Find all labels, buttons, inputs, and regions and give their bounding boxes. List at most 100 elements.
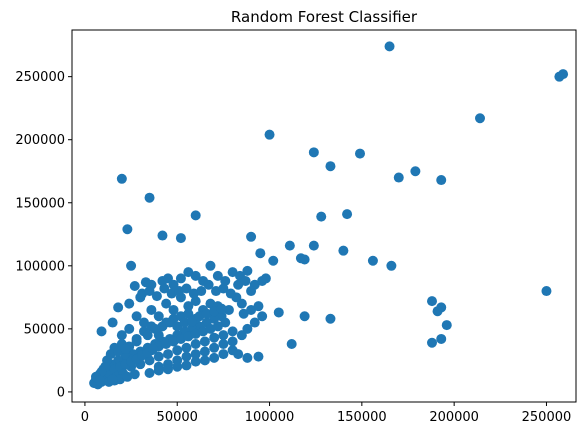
scatter-point [367, 255, 378, 266]
y-tick-label: 250000 [15, 70, 65, 85]
scatter-point [242, 265, 253, 276]
x-tick-label: 0 [81, 410, 89, 425]
scatter-point [249, 317, 260, 328]
scatter-point [220, 275, 231, 286]
scatter-point [212, 270, 223, 281]
scatter-point [246, 231, 257, 242]
scatter-point [299, 254, 310, 265]
scatter-point [161, 298, 172, 309]
scatter-point [218, 330, 229, 341]
scatter-point [157, 230, 168, 241]
scatter-point [216, 303, 227, 314]
scatter-point [196, 286, 207, 297]
scatter-point [273, 307, 284, 318]
scatter-point [432, 306, 443, 317]
scatter-point [227, 345, 238, 356]
plot-area-frame [71, 29, 577, 403]
scatter-point [218, 349, 229, 360]
y-axis: 0 50000 100000 150000 200000 250000 [15, 70, 72, 400]
scatter-point [209, 332, 220, 343]
scatter-point [299, 311, 310, 322]
scatter-point [157, 321, 168, 332]
scatter-point [179, 317, 190, 328]
scatter-point [153, 351, 164, 362]
scatter-point [410, 166, 421, 177]
scatter-point [159, 283, 170, 294]
scatter-point [126, 260, 137, 271]
scatter-point [190, 296, 201, 307]
x-tick-label: 50000 [157, 410, 198, 425]
scatter-point [120, 344, 131, 355]
scatter-point [107, 317, 118, 328]
scatter-point [190, 210, 201, 221]
scatter-point [541, 286, 552, 297]
scatter-point [338, 245, 349, 256]
scatter-point [268, 255, 279, 266]
scatter-point [264, 129, 275, 140]
scatter-point [144, 286, 155, 297]
scatter-point [163, 349, 173, 360]
scatter-point [107, 374, 118, 385]
scatter-point [181, 342, 192, 353]
scatter-point [316, 211, 327, 222]
scatter-point [113, 302, 124, 313]
scatter-point [325, 313, 336, 324]
scatter-point [220, 317, 231, 328]
scatter-point [116, 330, 127, 341]
scatter-point [172, 321, 183, 332]
scatter-point [172, 361, 183, 372]
scatter-point [153, 311, 164, 322]
scatter-point [246, 304, 257, 315]
x-axis: 0 50000 100000 150000 200000 250000 [81, 402, 571, 425]
scatter-point [475, 113, 485, 124]
scatter-point [342, 209, 353, 220]
scatter-point [183, 301, 194, 312]
scatter-point [218, 283, 229, 294]
scatter-point [94, 375, 105, 386]
scatter-point [153, 365, 164, 376]
scatter-point [242, 352, 253, 363]
y-tick-label: 0 [57, 385, 65, 400]
scatter-point [236, 298, 247, 309]
scatter-point [144, 368, 155, 378]
scatter-point [427, 337, 437, 348]
scatter-point [129, 280, 140, 291]
scatter-point [246, 286, 257, 297]
y-tick-label: 200000 [15, 133, 65, 148]
scatter-point [205, 260, 216, 271]
scatter-point [172, 345, 183, 356]
scatter-point [260, 273, 271, 284]
scatter-point [240, 275, 251, 286]
scatter-point [325, 161, 336, 172]
scatter-point [436, 175, 447, 186]
scatter-point [190, 349, 201, 360]
y-tick-label: 100000 [15, 259, 65, 274]
scatter-point [131, 336, 142, 347]
scatter-point [129, 369, 140, 380]
x-tick-label: 100000 [245, 410, 295, 425]
scatter-point [146, 304, 157, 315]
scatter-point [168, 304, 179, 315]
scatter-point [393, 172, 404, 183]
scatter-point [209, 342, 220, 353]
chart-title: Random Forest Classifier [231, 8, 418, 26]
scatter-point [122, 224, 133, 235]
scatter-point [427, 296, 437, 307]
scatter-point [151, 291, 162, 302]
scatter-point [175, 273, 186, 284]
scatter-point [384, 41, 395, 52]
scatter-point [238, 308, 249, 319]
scatter-point [199, 346, 210, 357]
scatter-point [255, 248, 266, 259]
scatter-point [308, 147, 319, 158]
y-tick-label: 50000 [24, 322, 65, 337]
scatter-point [308, 240, 319, 251]
scatter-point [253, 351, 264, 362]
scatter-point [441, 320, 452, 331]
scatter-points [89, 41, 569, 390]
scatter-point [212, 321, 223, 332]
scatter-point [183, 267, 194, 278]
scatter-point [223, 304, 234, 315]
